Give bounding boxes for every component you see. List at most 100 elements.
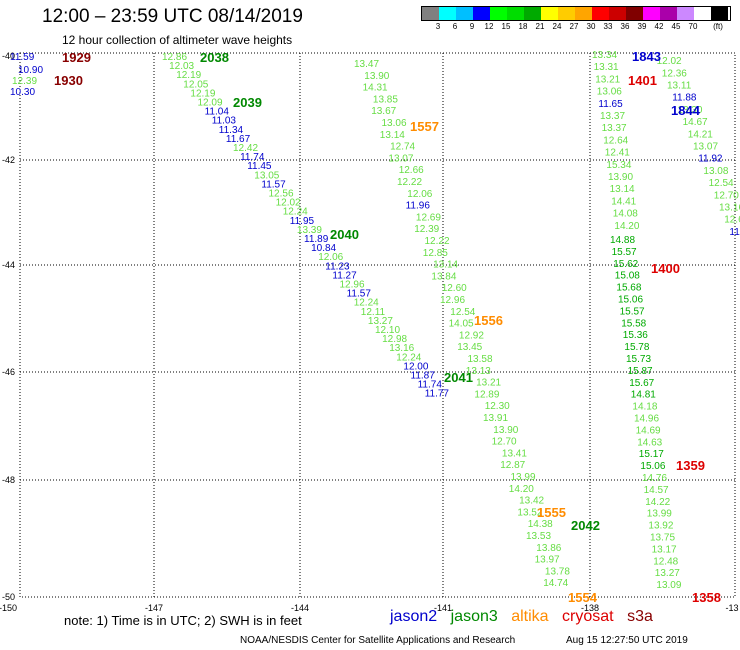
swh-value: 12.09 [198,98,223,109]
pass-time-label: 1359 [676,458,705,473]
swh-value: 14.22 [645,497,670,508]
swh-value: 13.42 [519,496,544,507]
longitude-label: -144 [291,603,309,613]
swh-value: 11.92 [698,154,723,165]
swh-value: 12.85 [423,248,448,259]
credit-line: NOAA/NESDIS Center for Satellite Applica… [240,635,516,646]
swh-value: 13.47 [354,59,379,70]
swh-value: 13.85 [373,94,398,105]
colorbar-tick-label: 30 [586,22,596,31]
swh-value: 15.87 [628,366,653,377]
map-title: 12:00 – 23:59 UTC 08/14/2019 [42,6,303,27]
latitude-label: -50 [2,592,15,602]
swh-value: 12.70 [714,190,739,201]
pass-time-label: 2040 [330,227,359,242]
colorbar-cell [711,7,728,20]
swh-value: 13.78 [545,566,570,577]
map-frame [19,52,736,598]
colorbar-tick-label: (ft) [713,22,723,31]
swh-value: 12.60 [442,283,467,294]
swh-value: 12.54 [709,178,734,189]
swh-value: 14.20 [614,221,639,232]
swh-value: 13.08 [703,166,728,177]
swh-value: 13.99 [511,472,536,483]
swh-value: 12.96 [340,280,365,291]
longitude-label: -138 [581,603,599,613]
latitude-label: -44 [2,260,15,270]
colorbar-tick-label: 33 [603,22,613,31]
colorbar-cell [456,7,473,20]
swh-value: 13.91 [483,413,508,424]
swh-value: 15.57 [612,247,637,258]
colorbar-cell [524,7,541,20]
colorbar-tick-label: 24 [552,22,562,31]
colorbar-cell [592,7,609,20]
swh-value: 12.05 [183,79,208,90]
swh-value: 10.30 [10,87,35,98]
swh-value: 12.02 [276,198,301,209]
swh-value: 11.57 [347,289,372,300]
swh-value: 13.90 [608,172,633,183]
swh-value: 13.84 [431,271,456,282]
swh-value: 12.19 [190,88,215,99]
units-note: note: 1) Time is in UTC; 2) SWH is in fe… [64,613,302,628]
swh-value: 13.16 [389,343,414,354]
pass-time-label: 2038 [200,50,229,65]
swh-value: 12.24 [283,207,308,218]
colorbar-cell [660,7,677,20]
swh-value: 13.09 [656,580,681,591]
swh-value: 15.06 [618,295,643,306]
swh-value: 11.77 [425,389,450,400]
colorbar-cell [694,7,711,20]
swh-value: 14.69 [636,425,661,436]
swh-value: 13.92 [648,521,673,532]
colorbar-cell [609,7,626,20]
colorbar-tick-label: 36 [620,22,630,31]
swh-value: 11.96 [406,201,431,212]
swh-value: 14.21 [688,129,713,140]
swh-value: 14.20 [509,484,534,495]
swh-value: 13.75 [650,533,675,544]
swh-value: 11.67 [226,134,251,145]
swh-value: 12.42 [233,143,258,154]
swh-value: 12.56 [269,189,294,200]
swh-value: 13.16 [719,203,740,214]
swh-value: 12.06 [407,189,432,200]
swh-value: 12.06 [318,252,343,263]
pass-time-label: 1358 [692,590,721,605]
swh-value: 12.39 [414,224,439,235]
swh-value: 12.48 [653,556,678,567]
legend-jason3: jason3 [450,608,498,625]
swh-value: 13.06 [597,87,622,98]
swh-value: 12.03 [169,61,194,72]
colorbar-cell [473,7,490,20]
pass-time-label: 1844 [671,103,701,118]
swh-value: 11.89 [304,234,329,245]
legend-jason2: jason2 [390,608,438,625]
swh-value: 12.22 [425,236,450,247]
colorbar-cells [421,6,731,21]
swh-value: 12.74 [390,142,415,153]
swh-value: 15.08 [615,271,640,282]
swh-value: 11.04 [205,107,230,118]
swh-value: 14.67 [683,117,708,128]
swh-value: 12.69 [416,212,441,223]
swh-value: 13.14 [380,130,405,141]
pass-time-label: 1556 [474,313,503,328]
swh-value: 13.21 [476,378,501,389]
swh-value: 11.65 [598,99,623,110]
swh-value: 13.14 [610,184,635,195]
swh-value: 10.84 [311,243,336,254]
colorbar-tick-label: 9 [469,22,475,31]
swh-value: 13.05 [254,170,279,181]
swh-value: 11.88 [672,93,697,104]
swh-value: 14.41 [611,196,636,207]
swh-value: 13.53 [526,531,551,542]
swh-value: 12.22 [397,177,422,188]
swh-value: 12.19 [176,70,201,81]
pass-time-label: 1557 [410,119,439,134]
swh-value: 12.87 [500,460,525,471]
swh-value: 11.27 [332,270,357,281]
legend-cryosat: cryosat [562,608,614,625]
swh-value: 12.24 [396,352,421,363]
